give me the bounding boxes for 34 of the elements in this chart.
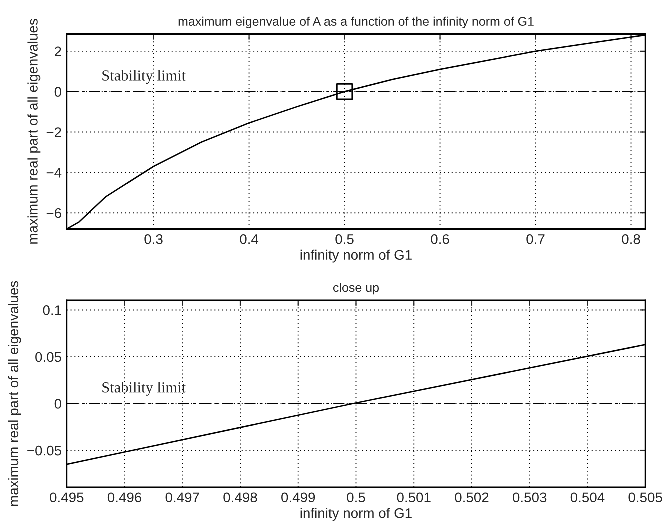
y-tick-label: −4 xyxy=(46,168,62,178)
y-tick-label: 0.1 xyxy=(43,306,62,316)
ref-line-label: Stability limit xyxy=(102,70,186,84)
x-tick-label: 0.502 xyxy=(455,492,489,503)
y-tick-label: 2 xyxy=(55,46,62,56)
y-axis-title: maximum real part of all eigenvalues xyxy=(28,19,41,244)
x-tick-label: 0.6 xyxy=(431,234,450,244)
x-tick-label: 0.498 xyxy=(224,492,258,503)
x-tick-label: 0.497 xyxy=(166,492,200,503)
y-tick-label: −6 xyxy=(46,208,62,218)
chart-title: maximum eigenvalue of A as a function of the infinity norm of G1 xyxy=(178,16,534,29)
y-tick-label: −0.05 xyxy=(28,446,62,456)
x-tick-label: 0.504 xyxy=(570,492,605,503)
x-tick-label: 0.495 xyxy=(50,492,84,503)
y-tick-label: 0 xyxy=(54,87,62,98)
x-tick-label: 0.7 xyxy=(526,234,545,244)
x-tick-label: 0.496 xyxy=(108,492,142,503)
x-tick-label: 0.505 xyxy=(628,492,662,503)
x-tick-label: 0.503 xyxy=(513,492,547,503)
y-tick-label: 0 xyxy=(54,399,62,409)
x-tick-label: 0.5 xyxy=(336,234,354,244)
chart-title: close up xyxy=(333,283,379,295)
ref-line-label: Stability limit xyxy=(102,382,186,396)
y-tick-label: 0.05 xyxy=(36,352,62,362)
x-tick-label: 0.501 xyxy=(397,492,431,503)
x-tick-label: 0.4 xyxy=(240,234,259,244)
x-tick-label: 0.8 xyxy=(622,234,640,244)
x-tick-label: 0.3 xyxy=(144,234,163,244)
x-tick-label: 0.499 xyxy=(282,492,316,503)
x-tick-label: 0.5 xyxy=(347,492,366,503)
y-axis-title: maximum real part of all eigenvalues xyxy=(8,281,22,506)
y-tick-label: −2 xyxy=(46,128,62,138)
x-axis-title: infinity norm of G1 xyxy=(300,508,412,522)
x-axis-title: infinity norm of G1 xyxy=(300,250,412,263)
